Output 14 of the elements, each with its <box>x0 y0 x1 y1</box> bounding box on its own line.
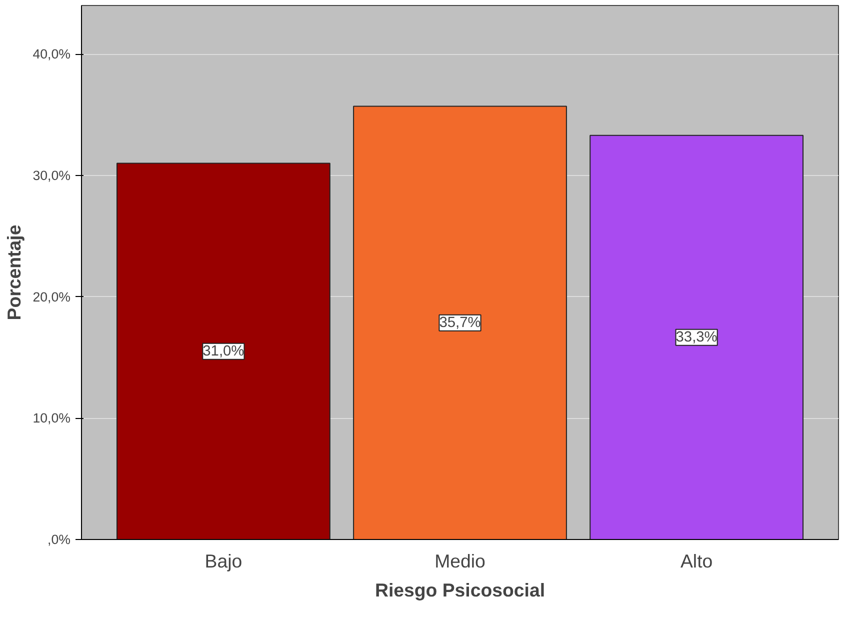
x-tick-label: Alto <box>680 550 713 572</box>
x-tick-label: Medio <box>434 550 486 572</box>
y-axis-title: Porcentaje <box>4 224 25 320</box>
x-axis-title: Riesgo Psicosocial <box>374 580 546 600</box>
bar <box>353 106 567 540</box>
y-tick-label: 10,0% <box>32 410 71 426</box>
y-tick-label: ,0% <box>48 532 71 547</box>
y-tick-label: 20,0% <box>32 289 71 304</box>
bar <box>590 134 804 540</box>
data-label: 35,7% <box>439 314 481 331</box>
y-tick-label: 30,0% <box>32 168 71 183</box>
bar <box>116 162 330 540</box>
x-tick-label: Bajo <box>204 550 242 572</box>
y-tick-label: 40,0% <box>32 46 71 62</box>
